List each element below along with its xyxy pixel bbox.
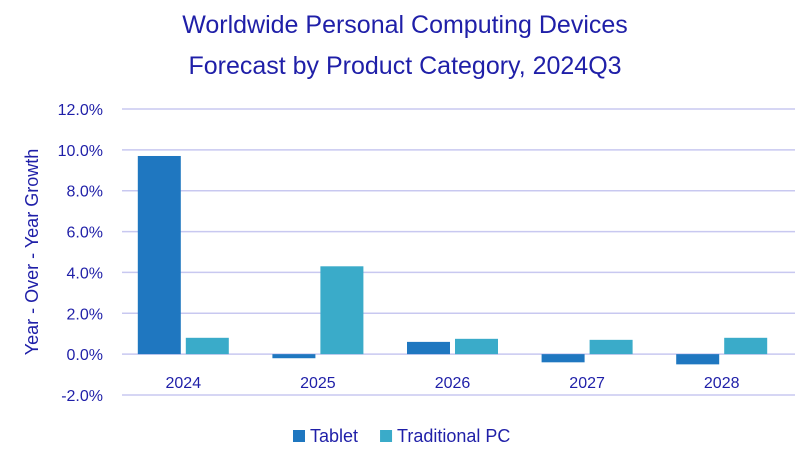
legend-swatch [380,430,393,442]
y-tick-label: 4.0% [67,265,103,282]
legend-label: Tablet [310,426,358,446]
bar-traditional-pc [320,266,364,355]
bar-traditional-pc [724,337,768,355]
legend-swatch [293,430,305,442]
chart-title-line-2: Forecast by Product Category, 2024Q3 [188,52,621,80]
y-tick-label: -2.0% [61,388,103,405]
bar-traditional-pc [455,338,498,355]
x-tick-label: 2028 [704,375,740,392]
chart-title-line-1: Worldwide Personal Computing Devices [182,11,628,39]
x-tick-label: 2025 [300,375,336,392]
bar-tablet [272,354,316,359]
x-axis-ticks: 2024 2025 2026 2027 2028 [166,375,740,392]
gridlines [122,108,795,396]
y-tick-label: 8.0% [67,184,103,201]
x-tick-label: 2027 [569,375,605,392]
bar-tablet [407,341,450,355]
bars [137,155,768,365]
bar-tablet [676,354,720,365]
y-tick-label: 0.0% [67,347,103,364]
y-axis-ticks: -2.0% 0.0% 2.0% 4.0% 6.0% 8.0% 10.0% 12.0% [58,102,103,405]
y-tick-label: 6.0% [67,225,103,242]
bar-tablet [541,354,585,363]
legend: Tablet Traditional PC [293,426,510,446]
bar-traditional-pc [589,339,633,355]
bar-tablet [137,155,181,355]
y-tick-label: 10.0% [58,143,103,160]
y-tick-label: 12.0% [58,102,103,119]
bar-traditional-pc [185,337,229,355]
legend-label: Traditional PC [397,426,510,446]
x-tick-label: 2026 [435,375,471,392]
x-tick-label: 2024 [166,375,202,392]
y-tick-label: 2.0% [67,306,103,323]
y-axis-label: Year - Over - Year Growth [22,149,42,355]
